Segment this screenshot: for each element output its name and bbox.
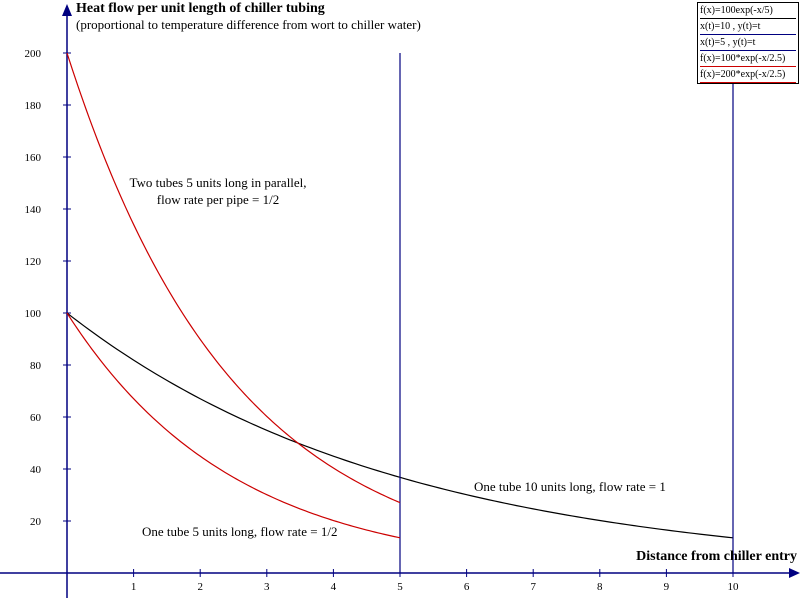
legend-item: x(t)=5 , y(t)=t	[698, 35, 798, 51]
legend: f(x)=100exp(-x/5) x(t)=10 , y(t)=t x(t)=…	[697, 2, 799, 84]
legend-label: x(t)=10 , y(t)=t	[700, 21, 761, 32]
y-tick-label: 20	[30, 516, 42, 528]
legend-label: f(x)=100*exp(-x/2.5)	[700, 53, 786, 64]
x-tick-label: 7	[530, 581, 536, 593]
annotation-two-tubes-line2: flow rate per pipe = 1/2	[156, 192, 280, 207]
y-tick-label: 120	[25, 256, 42, 268]
x-tick-label: 10	[728, 581, 740, 593]
x-tick-label: 9	[664, 581, 670, 593]
y-tick-label: 80	[30, 360, 42, 372]
legend-item: f(x)=200*exp(-x/2.5)	[698, 67, 798, 83]
series-curve-4	[66, 52, 401, 504]
y-tick-label: 160	[25, 152, 42, 164]
legend-swatch	[700, 82, 796, 83]
y-tick-label: 180	[25, 100, 42, 112]
x-axis-label: Distance from chiller entry	[636, 549, 797, 564]
annotation-two-tubes-line1: Two tubes 5 units long in parallel,	[129, 175, 307, 190]
x-tick-label: 3	[264, 581, 270, 593]
x-tick-label: 2	[197, 581, 203, 593]
x-axis-arrow-icon	[789, 568, 800, 578]
y-tick-label: 60	[30, 412, 42, 424]
y-axis-arrow-icon	[62, 4, 72, 16]
legend-item: f(x)=100*exp(-x/2.5)	[698, 51, 798, 67]
chart-subtitle: (proportional to temperature difference …	[76, 17, 421, 32]
legend-swatch	[700, 34, 796, 35]
y-tick-label: 40	[30, 464, 42, 476]
annotation-one-tube-5: One tube 5 units long, flow rate = 1/2	[142, 524, 338, 539]
x-tick-label: 8	[597, 581, 603, 593]
x-tick-label: 4	[331, 581, 337, 593]
annotation-two-tubes: Two tubes 5 units long in parallel, flow…	[118, 174, 318, 208]
annotation-one-tube-10: One tube 10 units long, flow rate = 1	[474, 479, 666, 494]
y-tick-label: 100	[25, 308, 42, 320]
chart-title: Heat flow per unit length of chiller tub…	[76, 1, 325, 16]
legend-swatch	[700, 18, 796, 19]
x-tick-label: 1	[131, 581, 137, 593]
legend-swatch	[700, 66, 796, 67]
series-curve-3	[66, 312, 401, 539]
legend-item: x(t)=10 , y(t)=t	[698, 19, 798, 35]
x-tick-label: 6	[464, 581, 470, 593]
x-tick-label: 5	[397, 581, 403, 593]
y-tick-label: 200	[25, 48, 42, 60]
y-tick-label: 140	[25, 204, 42, 216]
legend-label: f(x)=100exp(-x/5)	[700, 5, 773, 16]
legend-label: x(t)=5 , y(t)=t	[700, 37, 756, 48]
legend-item: f(x)=100exp(-x/5)	[698, 3, 798, 19]
legend-swatch	[700, 50, 796, 51]
legend-label: f(x)=200*exp(-x/2.5)	[700, 69, 786, 80]
